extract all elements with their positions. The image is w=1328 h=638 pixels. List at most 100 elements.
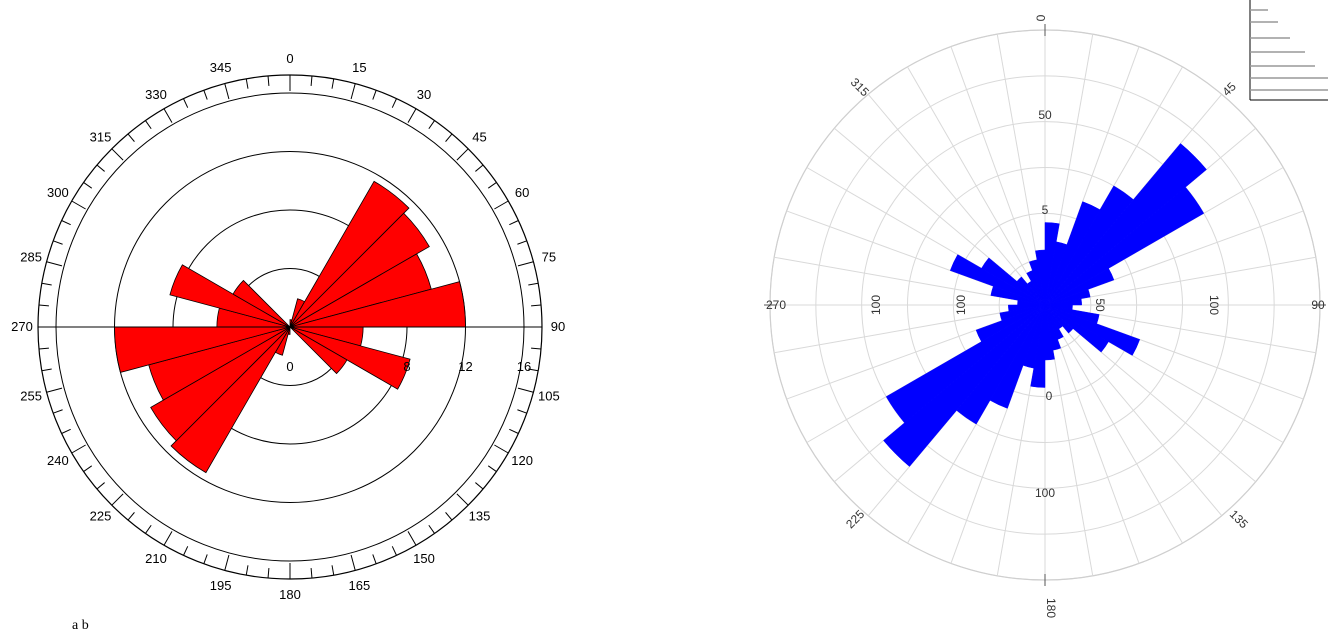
petal — [169, 264, 291, 328]
angle-label: 225 — [843, 507, 867, 531]
grid-spoke — [907, 66, 1046, 306]
angle-label: 45 — [1219, 79, 1239, 99]
petal — [1044, 186, 1205, 306]
angle-label: 195 — [210, 578, 232, 593]
angle-tick — [127, 512, 135, 521]
angle-tick — [372, 90, 377, 100]
radial-label: 100 — [1035, 486, 1055, 500]
angle-tick — [428, 524, 435, 534]
angle-label: 315 — [848, 75, 872, 99]
angle-tick — [350, 83, 356, 100]
radial-label: 50 — [1093, 298, 1107, 312]
angle-tick — [267, 568, 270, 579]
petal — [883, 304, 1046, 467]
angle-tick — [245, 78, 249, 89]
angle-label: 300 — [47, 185, 69, 200]
petal — [1044, 304, 1109, 353]
angle-tick — [96, 482, 105, 490]
angle-tick — [456, 493, 469, 506]
petal — [1044, 304, 1141, 356]
angle-tick — [445, 512, 453, 521]
angle-tick — [310, 568, 313, 579]
radial-label: 0 — [1046, 389, 1053, 403]
petal — [289, 212, 430, 328]
angle-tick — [331, 565, 335, 576]
petal — [1044, 267, 1115, 306]
angle-tick — [111, 493, 124, 506]
grid-spoke — [867, 94, 1046, 306]
angle-tick — [391, 546, 397, 556]
angle-tick — [487, 182, 497, 189]
angle-tick — [310, 75, 313, 86]
angle-label: 180 — [279, 587, 301, 602]
angle-label: 165 — [349, 578, 371, 593]
angle-tick — [46, 387, 63, 393]
angle-tick — [71, 200, 86, 210]
grid-spoke — [1044, 304, 1183, 544]
petal — [949, 254, 1046, 306]
petal — [150, 326, 291, 442]
angle-tick — [83, 465, 93, 472]
radial-label: 100 — [869, 295, 883, 315]
angle-tick — [224, 554, 230, 571]
angle-tick — [517, 261, 534, 267]
angle-tick — [517, 240, 527, 245]
grid-spoke — [1044, 304, 1223, 516]
angle-label: 240 — [47, 453, 69, 468]
petal — [1044, 298, 1082, 306]
angle-tick — [245, 565, 249, 576]
angle-tick — [517, 387, 534, 393]
angle-tick — [96, 164, 105, 172]
angle-tick — [61, 220, 71, 226]
angle-label: 0 — [286, 51, 293, 66]
angle-tick — [494, 200, 509, 210]
angle-label: 225 — [90, 509, 112, 524]
petal — [1044, 304, 1074, 334]
radial-label: 8 — [403, 359, 410, 374]
angle-tick — [475, 164, 484, 172]
angle-label: 135 — [1227, 507, 1251, 531]
petal — [1044, 143, 1207, 306]
figure-caption: a b — [72, 618, 89, 633]
angle-tick — [163, 108, 173, 123]
angle-label: 45 — [472, 129, 486, 144]
petal — [1016, 276, 1046, 306]
radial-label: 5 — [1042, 203, 1049, 217]
angle-tick — [83, 182, 93, 189]
petal — [975, 304, 1046, 343]
radial-label: 100 — [954, 295, 968, 315]
angle-tick — [41, 368, 52, 372]
angle-label: 60 — [515, 185, 529, 200]
angle-label: 270 — [11, 319, 33, 334]
angle-label: 315 — [90, 129, 112, 144]
angle-tick — [487, 465, 497, 472]
petal — [289, 326, 411, 390]
angle-tick — [163, 531, 173, 546]
petal — [999, 304, 1046, 322]
angle-label: 75 — [542, 250, 556, 265]
angle-tick — [528, 368, 539, 372]
angle-label: 105 — [538, 388, 560, 403]
angle-tick — [71, 444, 86, 454]
angle-tick — [517, 409, 527, 414]
angle-tick — [61, 428, 71, 434]
petal — [170, 326, 291, 474]
angle-label: 285 — [20, 250, 42, 265]
petal — [289, 326, 348, 375]
angle-tick — [475, 482, 484, 490]
angle-tick — [509, 220, 519, 226]
angle-label: 90 — [551, 319, 565, 334]
angle-label: 210 — [145, 551, 167, 566]
angle-tick — [183, 546, 189, 556]
petal — [1044, 288, 1091, 306]
angle-tick — [46, 261, 63, 267]
angle-tick — [145, 120, 152, 130]
angle-tick — [41, 282, 52, 286]
petal — [289, 180, 410, 328]
angle-tick — [38, 347, 49, 350]
angle-tick — [494, 444, 509, 454]
angle-tick — [183, 98, 189, 108]
angle-tick — [350, 554, 356, 571]
angle-tick — [267, 75, 270, 86]
